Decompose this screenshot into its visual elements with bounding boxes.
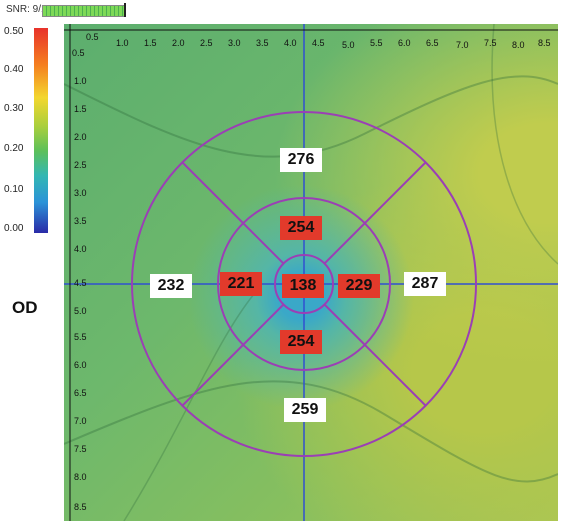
x-tick: 1.0 [116, 38, 129, 48]
x-tick: 5.5 [370, 38, 383, 48]
y-tick: 7.5 [74, 444, 87, 454]
y-tick: 5.5 [74, 332, 87, 342]
center-ring [274, 254, 334, 314]
y-tick: 8.0 [74, 472, 87, 482]
center-value: 138 [282, 274, 324, 298]
colorbar-label: 0.20 [4, 143, 24, 154]
fundus-thickness-map: 0.5 1.0 1.5 2.0 2.5 3.0 3.5 4.0 4.5 5.0 … [64, 24, 558, 521]
inner-temporal-value: 221 [220, 272, 262, 296]
y-tick: 4.0 [74, 244, 87, 254]
inner-superior-value: 254 [280, 216, 322, 240]
x-tick: 1.5 [144, 38, 157, 48]
x-tick: 4.5 [312, 38, 325, 48]
inner-nasal-value: 229 [338, 274, 380, 298]
sector-divider [242, 222, 285, 265]
y-tick: 1.5 [74, 104, 87, 114]
outer-temporal-value: 232 [150, 274, 192, 298]
x-tick: 6.0 [398, 38, 411, 48]
x-tick: 0.5 [86, 32, 99, 42]
y-tick: 5.0 [74, 306, 87, 316]
x-tick: 6.5 [426, 38, 439, 48]
y-tick: 3.0 [74, 188, 87, 198]
x-tick: 8.0 [512, 40, 525, 50]
y-tick: 8.5 [74, 502, 87, 512]
sector-divider [242, 303, 285, 346]
inner-ring [217, 197, 391, 371]
sector-divider [181, 344, 244, 407]
sector-divider [323, 222, 366, 265]
y-tick: 3.5 [74, 216, 87, 226]
x-tick: 2.5 [200, 38, 213, 48]
x-tick: 3.0 [228, 38, 241, 48]
y-tick: 1.0 [74, 76, 87, 86]
eye-label: OD [12, 298, 38, 317]
y-tick: 0.5 [72, 48, 85, 58]
y-tick: 2.0 [74, 132, 87, 142]
x-tick: 8.5 [538, 38, 551, 48]
outer-superior-value: 276 [280, 148, 322, 172]
y-tick: 6.0 [74, 360, 87, 370]
y-tick: 6.5 [74, 388, 87, 398]
thickness-colorbar [34, 28, 48, 233]
sector-divider [364, 344, 427, 407]
vessel [64, 380, 558, 483]
snr-label: SNR: 9/10 [6, 4, 53, 15]
vessel [123, 293, 255, 521]
vessel [64, 75, 558, 158]
colorbar-label: 0.00 [4, 223, 24, 234]
colorbar-label: 0.40 [4, 64, 24, 75]
colorbar-label: 0.50 [4, 26, 24, 37]
inner-inferior-value: 254 [280, 330, 322, 354]
vessel [491, 24, 558, 265]
sector-divider [323, 303, 366, 346]
outer-inferior-value: 259 [284, 398, 326, 422]
x-tick: 5.0 [342, 40, 355, 50]
x-tick: 4.0 [284, 38, 297, 48]
etdrs-grid-overlay [64, 24, 558, 521]
colorbar-label: 0.10 [4, 184, 24, 195]
y-tick: 4.5 [74, 278, 87, 288]
x-tick: 7.5 [484, 38, 497, 48]
outer-nasal-value: 287 [404, 272, 446, 296]
sector-divider [364, 161, 427, 224]
colorbar-label: 0.30 [4, 103, 24, 114]
x-tick: 2.0 [172, 38, 185, 48]
sector-divider [181, 161, 244, 224]
y-tick: 7.0 [74, 416, 87, 426]
x-tick: 3.5 [256, 38, 269, 48]
snr-bar-cap [124, 3, 126, 17]
y-tick: 2.5 [74, 160, 87, 170]
outer-ring [131, 111, 477, 457]
snr-quality-bar [42, 5, 126, 17]
x-tick: 7.0 [456, 40, 469, 50]
